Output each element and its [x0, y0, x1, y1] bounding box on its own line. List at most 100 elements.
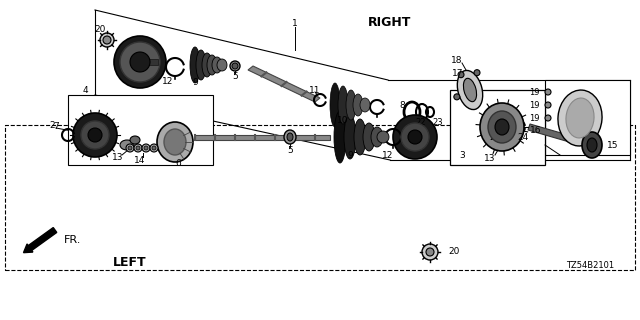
Ellipse shape	[360, 98, 370, 112]
Text: 9: 9	[347, 150, 353, 159]
Ellipse shape	[232, 63, 238, 69]
Text: LEFT: LEFT	[113, 257, 147, 269]
Text: 18: 18	[451, 55, 463, 65]
Ellipse shape	[196, 50, 206, 80]
Text: 20: 20	[94, 25, 106, 34]
Text: 6: 6	[175, 158, 181, 167]
FancyArrow shape	[24, 228, 57, 253]
Bar	[140, 59, 158, 65]
Text: 19: 19	[529, 114, 540, 123]
Circle shape	[126, 144, 134, 152]
Ellipse shape	[354, 119, 366, 155]
Text: 3: 3	[459, 150, 465, 159]
Ellipse shape	[338, 86, 348, 124]
Ellipse shape	[408, 130, 422, 144]
Circle shape	[136, 146, 140, 150]
Ellipse shape	[330, 83, 340, 127]
Ellipse shape	[190, 47, 200, 83]
Text: TZ54B2101: TZ54B2101	[566, 260, 614, 269]
Circle shape	[144, 146, 148, 150]
Circle shape	[152, 146, 156, 150]
Text: 23: 23	[433, 117, 444, 126]
Ellipse shape	[346, 90, 356, 120]
Ellipse shape	[558, 90, 602, 146]
Ellipse shape	[81, 121, 109, 149]
Text: 4: 4	[82, 85, 88, 94]
Ellipse shape	[454, 94, 460, 100]
Circle shape	[134, 144, 142, 152]
Ellipse shape	[207, 55, 217, 75]
Text: 20: 20	[448, 247, 460, 257]
Ellipse shape	[130, 136, 140, 144]
Bar	[450, 90, 545, 165]
Ellipse shape	[287, 133, 293, 141]
Ellipse shape	[480, 103, 524, 151]
Bar	[545, 80, 630, 155]
Text: 13: 13	[112, 153, 124, 162]
Text: 1: 1	[292, 19, 298, 28]
Text: 12: 12	[163, 76, 173, 85]
Polygon shape	[195, 135, 330, 140]
Circle shape	[128, 146, 132, 150]
Circle shape	[103, 36, 111, 44]
Text: RIGHT: RIGHT	[368, 15, 412, 28]
Ellipse shape	[474, 70, 480, 76]
Text: 17: 17	[452, 68, 464, 77]
Ellipse shape	[363, 123, 375, 151]
Ellipse shape	[393, 115, 437, 159]
Ellipse shape	[120, 42, 160, 82]
Text: 16: 16	[531, 125, 541, 134]
Circle shape	[150, 144, 158, 152]
Ellipse shape	[463, 78, 477, 102]
Polygon shape	[528, 124, 592, 148]
Text: 5: 5	[232, 71, 238, 81]
Text: 8: 8	[399, 100, 405, 109]
Ellipse shape	[230, 61, 240, 71]
Ellipse shape	[545, 102, 551, 108]
Ellipse shape	[458, 72, 464, 78]
Text: 24: 24	[517, 132, 529, 141]
Ellipse shape	[488, 111, 516, 143]
Ellipse shape	[120, 140, 134, 150]
Ellipse shape	[157, 122, 193, 162]
Bar	[5, 125, 635, 270]
Ellipse shape	[587, 138, 597, 152]
Ellipse shape	[217, 59, 227, 71]
Ellipse shape	[545, 115, 551, 121]
Text: 5: 5	[287, 146, 293, 155]
Ellipse shape	[458, 70, 483, 109]
Circle shape	[422, 244, 438, 260]
Ellipse shape	[334, 111, 346, 163]
Circle shape	[100, 33, 114, 47]
Ellipse shape	[164, 129, 186, 155]
Ellipse shape	[114, 36, 166, 88]
Text: 9: 9	[192, 77, 198, 86]
Ellipse shape	[344, 115, 356, 159]
Ellipse shape	[202, 53, 212, 77]
Text: 7: 7	[53, 122, 59, 131]
Ellipse shape	[212, 57, 222, 73]
Circle shape	[142, 144, 150, 152]
Ellipse shape	[73, 113, 117, 157]
Text: 10: 10	[337, 116, 349, 124]
Ellipse shape	[401, 123, 429, 151]
Bar	[68, 95, 213, 165]
Ellipse shape	[130, 52, 150, 72]
Text: 13: 13	[484, 154, 496, 163]
Text: 2: 2	[49, 121, 55, 130]
Text: 19: 19	[529, 100, 540, 109]
Text: 14: 14	[134, 156, 146, 164]
Text: FR.: FR.	[64, 235, 82, 245]
Ellipse shape	[371, 127, 383, 147]
Ellipse shape	[377, 131, 389, 143]
Ellipse shape	[284, 130, 296, 144]
Circle shape	[426, 248, 434, 256]
Ellipse shape	[566, 98, 594, 138]
Ellipse shape	[88, 128, 102, 142]
Polygon shape	[248, 66, 320, 102]
Text: 19: 19	[529, 87, 540, 97]
Text: 12: 12	[382, 150, 394, 159]
Ellipse shape	[545, 89, 551, 95]
Ellipse shape	[495, 119, 509, 135]
Ellipse shape	[353, 94, 363, 116]
